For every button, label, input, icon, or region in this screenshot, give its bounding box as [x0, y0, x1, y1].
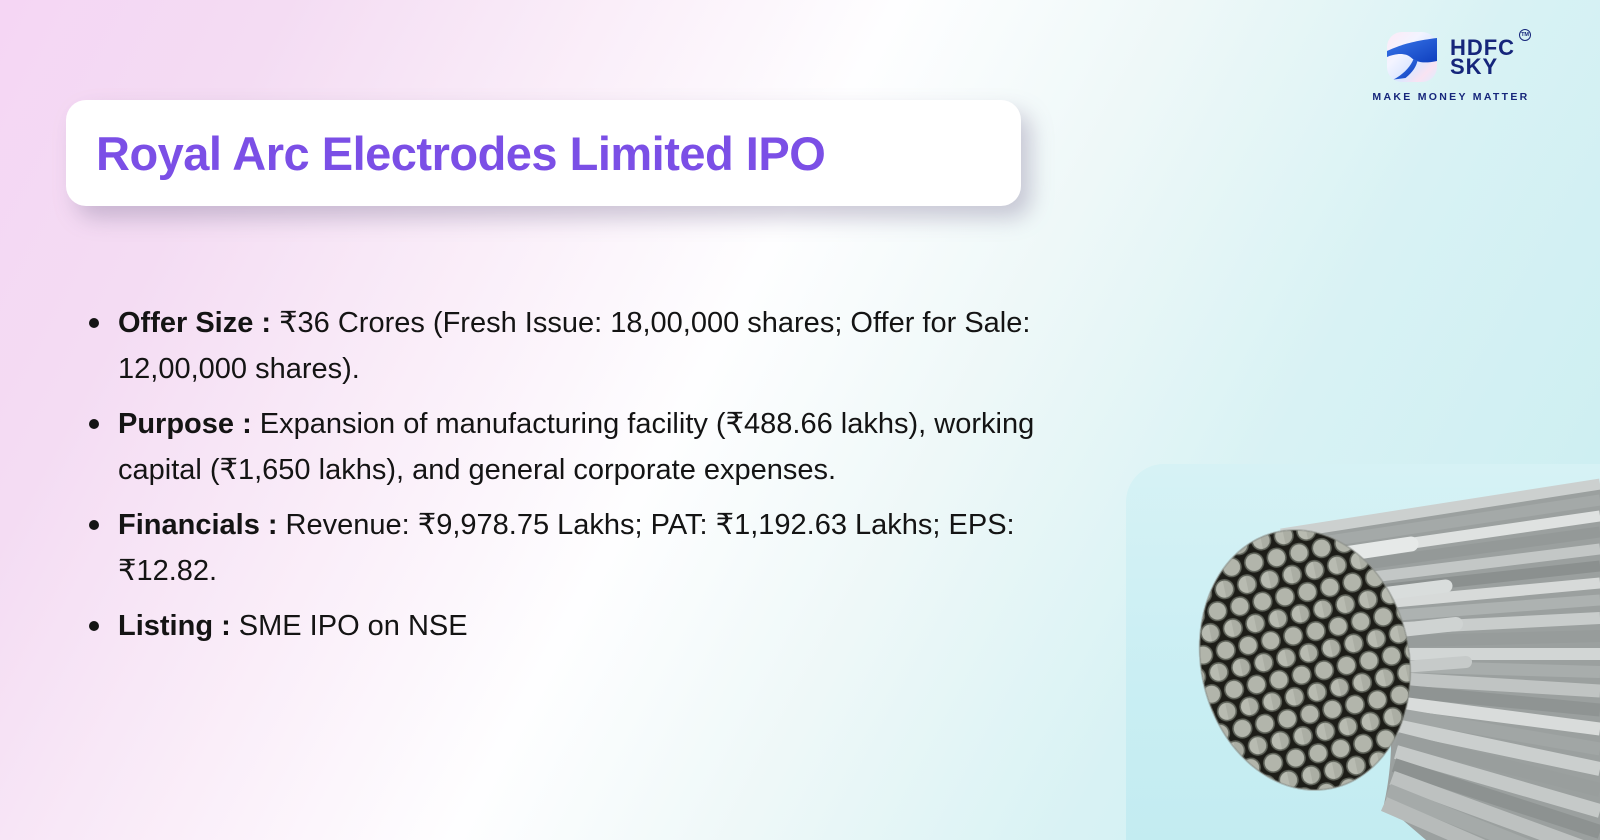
detail-purpose: Purpose : Expansion of manufacturing faci… [88, 401, 1063, 493]
ipo-details-list: Offer Size : ₹36 Crores (Fresh Issue: 18,… [88, 300, 1063, 658]
detail-label: Financials : [118, 509, 278, 541]
hdfc-sky-swoosh-icon [1386, 32, 1437, 82]
detail-label: Listing : [118, 610, 231, 642]
electrodes-bundle-graphic [1198, 478, 1600, 840]
detail-text: ₹36 Crores (Fresh Issue: 18,00,000 share… [118, 307, 1031, 385]
detail-text: Expansion of manufacturing facility (₹48… [118, 408, 1035, 486]
welding-electrodes-image [1126, 464, 1600, 840]
title-card: Royal Arc Electrodes Limited IPO [66, 100, 1021, 206]
detail-financials: Financials : Revenue: ₹9,978.75 Lakhs; PA… [88, 502, 1063, 594]
brand-line2: SKY [1449, 54, 1499, 79]
page-title: Royal Arc Electrodes Limited IPO [96, 126, 826, 180]
detail-text: SME IPO on NSE [238, 610, 468, 642]
detail-listing: Listing : SME IPO on NSE [88, 603, 1063, 649]
brand-wordmark: HDFC SKY TM [1449, 29, 1532, 79]
detail-label: Offer Size : [118, 307, 272, 339]
hdfc-sky-logo: HDFC SKY TM MAKE MONEY MATTER [1356, 29, 1546, 103]
detail-text: Revenue: ₹9,978.75 Lakhs; PAT: ₹1,192.63… [118, 509, 1015, 587]
detail-offer-size: Offer Size : ₹36 Crores (Fresh Issue: 18,… [88, 300, 1063, 392]
brand-line1: HDFC [1449, 35, 1516, 60]
trademark-icon: TM [1519, 29, 1532, 41]
detail-label: Purpose : [118, 408, 252, 440]
brand-tagline: MAKE MONEY MATTER [1372, 91, 1530, 103]
